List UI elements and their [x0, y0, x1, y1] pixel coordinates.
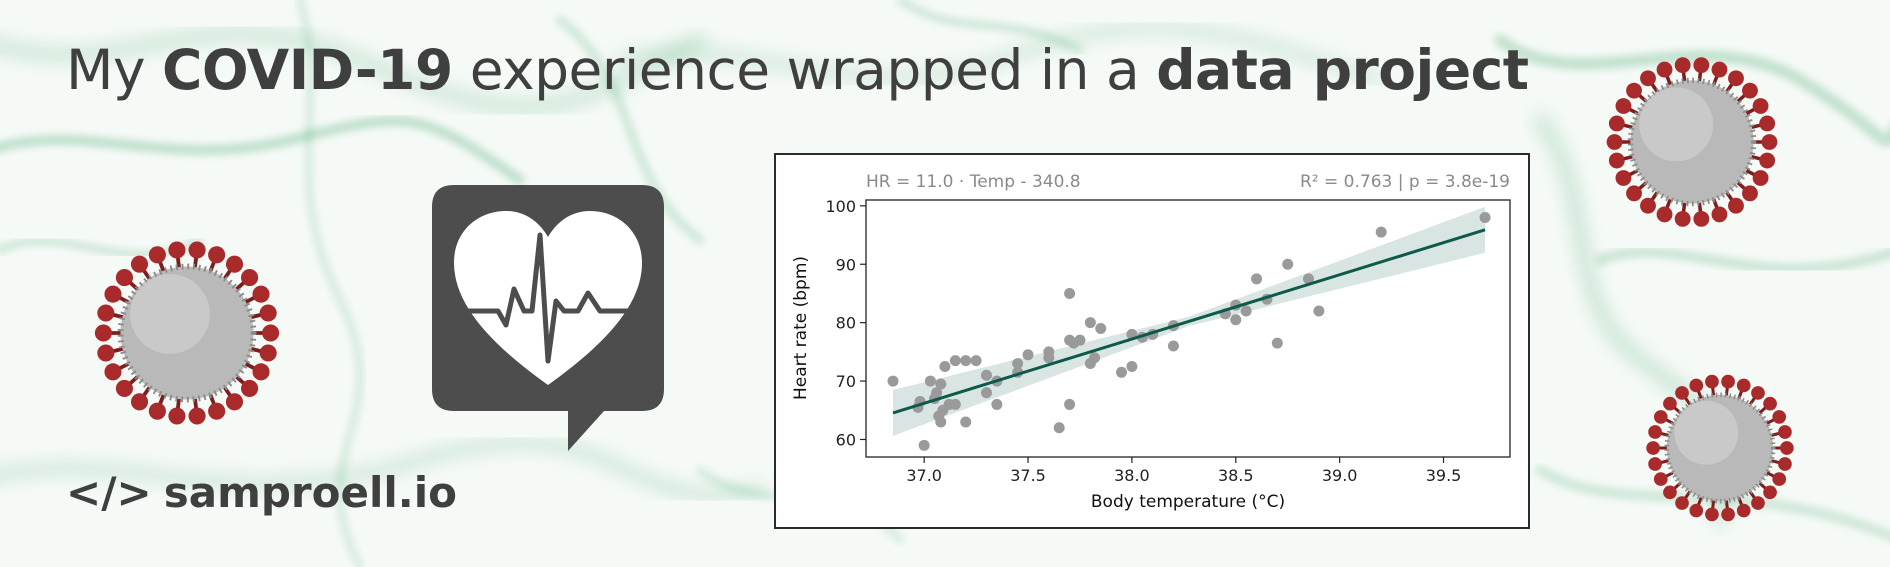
- x-tick-label: 38.5: [1218, 466, 1254, 485]
- coronavirus-icon: [1606, 57, 1778, 227]
- data-point: [1084, 317, 1096, 329]
- data-point: [1479, 212, 1491, 224]
- x-tick-label: 37.0: [906, 466, 942, 485]
- title-part-2: experience wrapped in a: [452, 38, 1157, 102]
- data-point: [1282, 258, 1294, 270]
- fit-stats: R² = 0.763 | p = 3.8e-19: [1300, 172, 1510, 192]
- x-tick-label: 39.5: [1426, 466, 1462, 485]
- data-point: [1095, 323, 1107, 334]
- site-link[interactable]: </> samproell.io: [66, 468, 457, 517]
- heartbeat-chat-bubble-icon: [432, 185, 664, 451]
- data-point: [1313, 305, 1325, 317]
- data-point: [1022, 349, 1034, 361]
- data-point: [991, 398, 1003, 410]
- data-point: [1302, 273, 1314, 285]
- data-point: [935, 416, 947, 428]
- title-bold-2: data project: [1156, 38, 1529, 102]
- data-point: [1074, 334, 1086, 346]
- data-point: [1012, 358, 1024, 370]
- plot-area: [865, 199, 1511, 458]
- data-point: [1116, 366, 1128, 378]
- data-point: [949, 355, 961, 367]
- scatter-chart: HR = 11.0 · Temp - 340.8 R² = 0.763 | p …: [791, 172, 1511, 512]
- data-point: [1251, 273, 1263, 285]
- site-url: samproell.io: [163, 468, 457, 517]
- coronavirus-icon: [94, 241, 280, 425]
- fit-equation: HR = 11.0 · Temp - 340.8: [866, 172, 1081, 192]
- data-point: [960, 416, 972, 428]
- y-tick-label: 80: [836, 314, 856, 333]
- data-point: [949, 398, 961, 410]
- data-point: [1167, 340, 1179, 352]
- page-title: My COVID-19 experience wrapped in a data…: [66, 38, 1529, 102]
- data-point: [931, 387, 943, 399]
- regression-line: [892, 228, 1486, 415]
- data-point: [1064, 398, 1076, 410]
- x-tick-label: 39.0: [1322, 466, 1358, 485]
- y-tick-label: 70: [836, 372, 856, 391]
- data-point: [887, 375, 899, 387]
- data-point: [1240, 305, 1252, 317]
- chart-card: HR = 11.0 · Temp - 340.8 R² = 0.763 | p …: [774, 153, 1530, 529]
- data-point: [924, 375, 936, 387]
- data-point: [960, 355, 972, 367]
- data-point: [980, 369, 992, 381]
- data-point: [1375, 226, 1387, 238]
- data-point: [918, 439, 930, 451]
- y-tick-label: 60: [836, 430, 856, 449]
- data-point: [1271, 337, 1283, 349]
- y-tick-label: 100: [825, 197, 856, 216]
- coronavirus-icon: [1646, 374, 1794, 522]
- data-point: [939, 360, 951, 372]
- data-point: [935, 378, 947, 390]
- code-icon: </>: [66, 468, 152, 517]
- y-tick-label: 90: [836, 255, 856, 274]
- data-point: [1053, 422, 1065, 434]
- x-tick-label: 37.5: [1010, 466, 1046, 485]
- data-point: [1230, 314, 1242, 326]
- x-tick-label: 38.0: [1114, 466, 1150, 485]
- data-point: [1089, 352, 1101, 364]
- data-point: [1126, 360, 1138, 372]
- data-point: [1064, 287, 1076, 299]
- title-bold-1: COVID-19: [162, 38, 453, 102]
- data-point: [1043, 346, 1055, 358]
- y-axis-label: Heart rate (bpm): [791, 256, 811, 400]
- x-axis-label: Body temperature (°C): [1091, 492, 1285, 512]
- title-part-1: My: [66, 38, 162, 102]
- data-point: [970, 355, 982, 367]
- data-point: [980, 387, 992, 399]
